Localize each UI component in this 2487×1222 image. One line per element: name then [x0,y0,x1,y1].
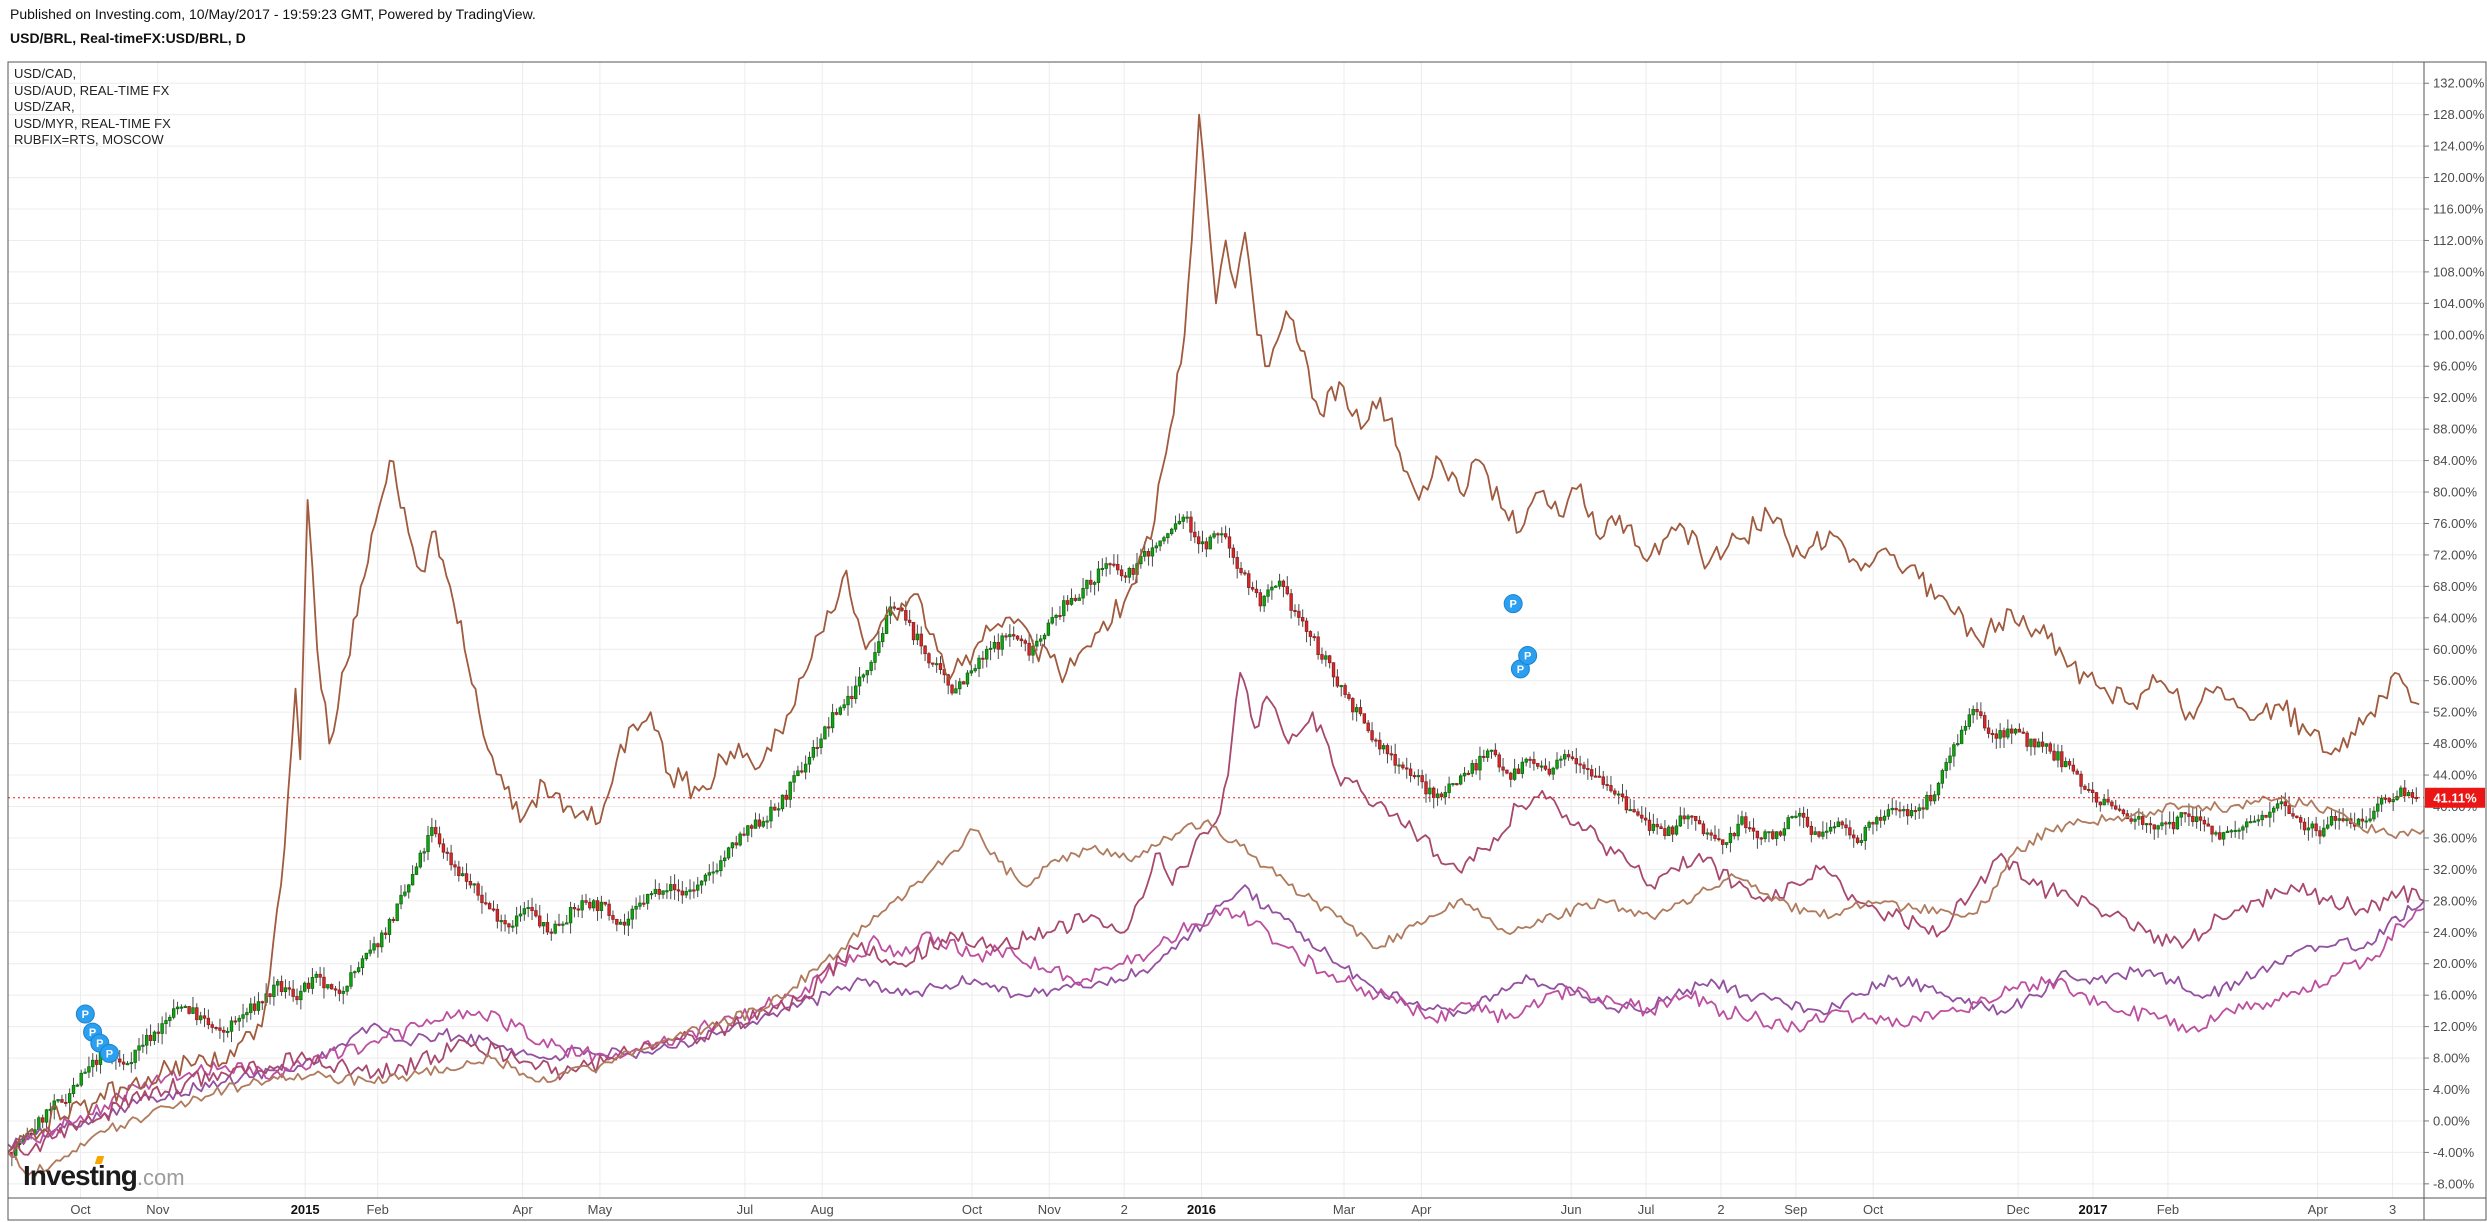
y-tick-label: 0.00% [2433,1113,2470,1128]
legend-item-usdzar: USD/ZAR, [14,99,75,114]
publication-badge[interactable]: P [1503,594,1523,614]
investing-logo-suffix: .com [136,1165,185,1190]
y-tick-label: 32.00% [2433,862,2478,877]
badge-letter: P [1509,599,1516,611]
x-tick-label: Apr [2308,1202,2329,1217]
x-tick-label: Oct [1863,1202,1884,1217]
legend-item-usdmyr: USD/MYR, REAL-TIME FX [14,115,171,131]
x-tick-label: Apr [512,1202,533,1217]
y-tick-label: 84.00% [2433,453,2478,468]
y-tick-label: 20.00% [2433,956,2478,971]
published-line: Published on Investing.com, 10/May/2017 … [10,6,536,22]
x-tick-label: Nov [146,1202,170,1217]
x-tick-label: 2 [1717,1202,1724,1217]
publication-badge[interactable]: P [99,1043,119,1063]
y-tick-label: 96.00% [2433,359,2478,374]
x-tick-label: Sep [1784,1202,1807,1217]
y-tick-label: 132.00% [2433,76,2485,91]
y-tick-label: 68.00% [2433,579,2478,594]
y-tick-label: 120.00% [2433,170,2485,185]
y-tick-label: 100.00% [2433,327,2485,342]
series-line-usd-zar [8,671,2424,1156]
x-tick-label: Jun [1561,1202,1582,1217]
y-tick-label: 72.00% [2433,547,2478,562]
x-tick-label: Oct [962,1202,983,1217]
y-tick-label: 124.00% [2433,139,2485,154]
legend-item-usdaud: USD/AUD, REAL-TIME FX [14,82,170,98]
y-tick-label: 56.00% [2433,673,2478,688]
y-tick-label: 116.00% [2433,202,2484,217]
y-tick-label: 28.00% [2433,893,2478,908]
x-tick-label: May [588,1202,613,1217]
badge-letter: P [1524,651,1531,663]
x-tick-label: Aug [811,1202,834,1217]
symbol-title: USD/BRL, Real-timeFX:USD/BRL, D [10,30,246,46]
x-tick-label: Dec [2007,1202,2031,1217]
y-tick-label: 4.00% [2433,1082,2470,1097]
x-tick-label: Jul [1638,1202,1655,1217]
badge-letter: P [106,1048,113,1060]
badge-letter: P [82,1009,89,1021]
series-line-usd-myr [8,795,2424,1177]
last-price-label: 41.11% [2433,790,2477,805]
legend-item-rubfix: RUBFIX=RTS, MOSCOW [14,132,164,147]
x-tick-label: 2017 [2079,1202,2108,1217]
y-tick-label: 128.00% [2433,107,2485,122]
x-tick-label: 2016 [1187,1202,1216,1217]
badge-letter: P [1517,664,1524,676]
y-tick-label: 60.00% [2433,642,2478,657]
y-tick-label: -8.00% [2433,1176,2475,1191]
y-tick-label: 12.00% [2433,1019,2478,1034]
badge-letter: P [89,1027,96,1039]
gridlines [8,62,2424,1198]
investing-watermark: Investing .com [23,1156,185,1192]
publication-badge[interactable]: P [1518,646,1538,666]
x-tick-label: 2015 [291,1202,320,1217]
x-tick-label: Feb [2157,1202,2179,1217]
x-tick-label: Jul [737,1202,754,1217]
x-tick-label: Mar [1333,1202,1356,1217]
x-tick-label: Oct [70,1202,91,1217]
series-line-rubfix-rts [8,113,2420,1153]
time-axis[interactable]: Oct Nov 2015 Feb Apr May Jul Aug Oct Nov 2 2016 Mar A… [70,1202,2396,1217]
compare-line-series [8,113,2424,1177]
x-tick-label: 2 [1121,1202,1128,1217]
price-axis[interactable]: 132.00% 128.00% 124.00% 120.00% 116.00% 112.0… [2424,76,2485,1192]
badge-letter: P [96,1038,103,1050]
candlestick-series-usdbrl [10,511,2418,1167]
series-line-usd-aud [8,907,2424,1157]
y-tick-label: 104.00% [2433,296,2485,311]
x-tick-label: Feb [366,1202,388,1217]
y-tick-label: 36.00% [2433,830,2478,845]
y-tick-label: 64.00% [2433,610,2478,625]
chart-frame [7,61,2487,1221]
publication-badge[interactable]: P [75,1004,95,1024]
x-tick-label: Nov [1038,1202,1062,1217]
y-tick-label: 112.00% [2433,233,2484,248]
y-tick-label: 76.00% [2433,516,2478,531]
y-tick-label: 44.00% [2433,768,2478,783]
y-tick-label: 80.00% [2433,485,2478,500]
x-tick-label: Apr [1411,1202,1432,1217]
x-tick-label: 3 [2389,1202,2396,1217]
y-tick-label: 24.00% [2433,925,2478,940]
y-tick-label: 16.00% [2433,988,2478,1003]
y-tick-label: 92.00% [2433,390,2478,405]
last-price-tag: 41.11% [2425,787,2485,808]
y-tick-label: 48.00% [2433,736,2478,751]
y-tick-label: 8.00% [2433,1051,2470,1066]
investing-logo-text: Investing [23,1156,138,1191]
series-line-usd-cad [8,884,2424,1149]
y-tick-label: -4.00% [2433,1145,2475,1160]
y-tick-label: 108.00% [2433,264,2485,279]
y-tick-label: 52.00% [2433,705,2478,720]
legend-item-usdcad: USD/CAD, [14,66,77,81]
compare-legend: USD/CAD, USD/AUD, REAL-TIME FX USD/ZAR, … [14,66,171,149]
y-tick-label: 88.00% [2433,422,2478,437]
